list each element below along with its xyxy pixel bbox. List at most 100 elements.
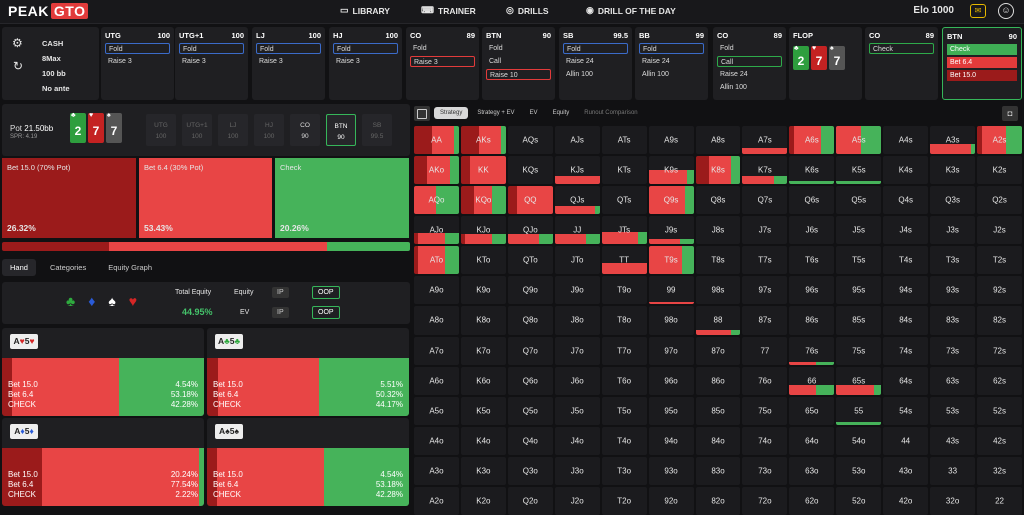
- hand-cell-53s[interactable]: 53s: [930, 396, 976, 425]
- hand-cell-K4s[interactable]: K4s: [883, 156, 929, 185]
- seat-utg[interactable]: UTG 100: [146, 114, 176, 146]
- hand-cell-22[interactable]: 22: [977, 486, 1022, 515]
- action-option[interactable]: Fold: [179, 43, 244, 54]
- hand-cell-Q3s[interactable]: Q3s: [930, 186, 976, 215]
- grid-tab-runout-comparison[interactable]: Runout Comparison: [584, 110, 638, 116]
- combo-card[interactable]: A♥5♥ Bet 15.0 Bet 6.4 CHECK 4.54% 53.18% 42.28…: [2, 328, 204, 416]
- hand-cell-Q6s[interactable]: Q6s: [789, 186, 835, 215]
- action-option[interactable]: Raise 3: [182, 58, 206, 65]
- hand-cell-AA[interactable]: AA: [414, 126, 459, 155]
- seat-utg+1[interactable]: UTG+1 100: [182, 114, 212, 146]
- hand-cell-53o[interactable]: 53o: [836, 456, 882, 485]
- hand-cell-84s[interactable]: 84s: [883, 306, 929, 335]
- hand-cell-AJo[interactable]: AJo: [414, 216, 459, 245]
- hand-cell-A2o[interactable]: A2o: [414, 486, 459, 515]
- hand-cell-T4o[interactable]: T4o: [601, 426, 647, 455]
- hand-cell-T5s[interactable]: T5s: [836, 246, 882, 275]
- action-option[interactable]: Raise 24: [566, 58, 594, 65]
- hand-cell-Q8s[interactable]: Q8s: [695, 186, 741, 215]
- hand-cell-A8s[interactable]: A8s: [695, 126, 741, 155]
- hand-cell-J7o[interactable]: J7o: [554, 336, 600, 365]
- hand-cell-A3s[interactable]: A3s: [930, 126, 976, 155]
- hand-cell-93o[interactable]: 93o: [648, 456, 694, 485]
- combo-card[interactable]: A♣5♣ Bet 15.0 Bet 6.4 CHECK 5.51% 50.32% 44.17…: [207, 328, 409, 416]
- hand-cell-K9o[interactable]: K9o: [460, 276, 506, 305]
- user-icon[interactable]: ☺: [998, 3, 1014, 19]
- hand-cell-97o[interactable]: 97o: [648, 336, 694, 365]
- grid-tab-equity[interactable]: Equity: [552, 110, 570, 116]
- hand-cell-86o[interactable]: 86o: [695, 366, 741, 395]
- action-option[interactable]: Bet 6.4: [947, 57, 1017, 68]
- tab-categories[interactable]: Categories: [49, 262, 87, 272]
- hand-cell-K6s[interactable]: K6s: [789, 156, 835, 185]
- hand-cell-J8s[interactable]: J8s: [695, 216, 741, 245]
- position-card-co[interactable]: CO 89 Fold Call Raise 24 Allin 100: [713, 27, 786, 100]
- hand-cell-97s[interactable]: 97s: [742, 276, 788, 305]
- hand-cell-A6s[interactable]: A6s: [789, 126, 835, 155]
- hand-cell-KTs[interactable]: KTs: [601, 156, 647, 185]
- hand-cell-92o[interactable]: 92o: [648, 486, 694, 515]
- hand-cell-75s[interactable]: 75s: [836, 336, 882, 365]
- hand-cell-Q2o[interactable]: Q2o: [507, 486, 553, 515]
- action-option[interactable]: Fold: [333, 43, 398, 54]
- seat-btn[interactable]: BTN 90: [326, 114, 356, 146]
- hand-cell-JJ[interactable]: JJ: [554, 216, 600, 245]
- grid-tab-strategy[interactable]: Strategy: [434, 107, 469, 119]
- hand-cell-K8s[interactable]: K8s: [695, 156, 741, 185]
- hand-cell-33[interactable]: 33: [930, 456, 976, 485]
- nav-trainer[interactable]: ⌨ TRAINER: [421, 5, 476, 16]
- hand-cell-KQs[interactable]: KQs: [507, 156, 553, 185]
- hand-cell-J3s[interactable]: J3s: [930, 216, 976, 245]
- hand-cell-52s[interactable]: 52s: [977, 396, 1022, 425]
- hand-cell-J4o[interactable]: J4o: [554, 426, 600, 455]
- strategy-box-0[interactable]: Bet 15.0 (70% Pot) 26.32%: [2, 158, 136, 238]
- hand-cell-92s[interactable]: 92s: [977, 276, 1022, 305]
- hand-cell-Q7s[interactable]: Q7s: [742, 186, 788, 215]
- action-option[interactable]: Raise 24: [720, 71, 748, 78]
- hand-cell-K5o[interactable]: K5o: [460, 396, 506, 425]
- hand-cell-A4o[interactable]: A4o: [414, 426, 459, 455]
- seat-hj[interactable]: HJ 100: [254, 114, 284, 146]
- hand-cell-98o[interactable]: 98o: [648, 306, 694, 335]
- position-card-sb[interactable]: SB 99.5 Fold Raise 24 Allin 100: [559, 27, 632, 100]
- hand-cell-K2s[interactable]: K2s: [977, 156, 1022, 185]
- tab-hand[interactable]: Hand: [2, 258, 36, 276]
- hand-cell-87s[interactable]: 87s: [742, 306, 788, 335]
- strategy-box-2[interactable]: Check 20.26%: [275, 158, 409, 238]
- hand-cell-AJs[interactable]: AJs: [554, 126, 600, 155]
- hand-cell-T6o[interactable]: T6o: [601, 366, 647, 395]
- hand-cell-73o[interactable]: 73o: [742, 456, 788, 485]
- hand-cell-76s[interactable]: 76s: [789, 336, 835, 365]
- hand-cell-54s[interactable]: 54s: [883, 396, 929, 425]
- hand-cell-KJo[interactable]: KJo: [460, 216, 506, 245]
- club-icon[interactable]: ♣: [66, 293, 76, 309]
- hand-cell-A7o[interactable]: A7o: [414, 336, 459, 365]
- ev-ip-toggle[interactable]: IP: [272, 307, 289, 318]
- action-option[interactable]: Allin 100: [642, 71, 669, 78]
- hand-cell-Q3o[interactable]: Q3o: [507, 456, 553, 485]
- hand-cell-T9o[interactable]: T9o: [601, 276, 647, 305]
- hand-cell-65s[interactable]: 65s: [836, 366, 882, 395]
- hand-cell-T2s[interactable]: T2s: [977, 246, 1022, 275]
- action-option[interactable]: Raise 3: [259, 58, 283, 65]
- hand-cell-75o[interactable]: 75o: [742, 396, 788, 425]
- hand-cell-74s[interactable]: 74s: [883, 336, 929, 365]
- nav-library[interactable]: ▭ LIBRARY: [340, 5, 390, 16]
- action-option[interactable]: Fold: [639, 43, 704, 54]
- action-option[interactable]: Raise 3: [336, 58, 360, 65]
- hand-cell-T6s[interactable]: T6s: [789, 246, 835, 275]
- hand-cell-K3s[interactable]: K3s: [930, 156, 976, 185]
- nav-drill-of-the-day[interactable]: ◉ DRILL OF THE DAY: [586, 5, 676, 16]
- position-card-utg[interactable]: UTG 100 Fold Raise 3: [101, 27, 174, 100]
- hand-cell-K5s[interactable]: K5s: [836, 156, 882, 185]
- refresh-icon[interactable]: ↻: [13, 59, 24, 73]
- hand-cell-32s[interactable]: 32s: [977, 456, 1022, 485]
- hand-cell-J3o[interactable]: J3o: [554, 456, 600, 485]
- hand-cell-JTs[interactable]: JTs: [601, 216, 647, 245]
- hand-cell-A2s[interactable]: A2s: [977, 126, 1022, 155]
- hand-cell-Q9s[interactable]: Q9s: [648, 186, 694, 215]
- hand-cell-96o[interactable]: 96o: [648, 366, 694, 395]
- camera-icon[interactable]: ◘: [1002, 105, 1018, 121]
- hand-cell-K6o[interactable]: K6o: [460, 366, 506, 395]
- position-card-btn[interactable]: BTN 90 Fold Call Raise 10: [482, 27, 555, 100]
